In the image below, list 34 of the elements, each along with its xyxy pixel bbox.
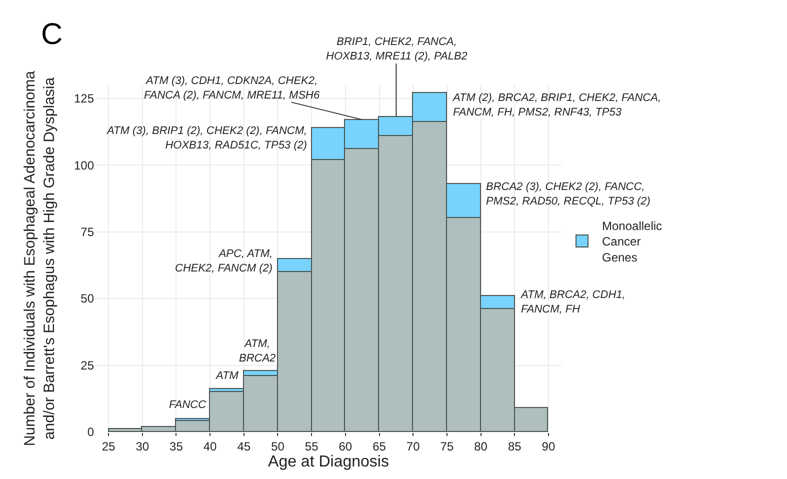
x-axis-title: Age at Diagnosis bbox=[268, 453, 389, 470]
annotation: BRIP1, CHEK2, FANCA, HOXB13, MRE11 (2), PALB2 bbox=[326, 36, 468, 62]
y-tick-label: 0 bbox=[87, 425, 94, 440]
x-tick-label: 45 bbox=[237, 439, 251, 454]
x-tick-label: 40 bbox=[203, 439, 218, 454]
x-tick-label: 60 bbox=[338, 439, 352, 454]
legend-label: Monoallelic Cancer Genes bbox=[602, 219, 662, 264]
x-tick-label: 25 bbox=[102, 439, 116, 454]
y-tick-label: 25 bbox=[80, 358, 94, 372]
y-tick-label: 75 bbox=[80, 225, 94, 240]
x-tick-label: 85 bbox=[508, 439, 522, 454]
y-tick-label: 100 bbox=[74, 158, 94, 172]
x-tick-label: 35 bbox=[170, 439, 184, 454]
annotation: BRCA2 (3), CHEK2 (2), FANCC, PMS2, RAD50, RECQL, TP53 (2) bbox=[486, 181, 651, 208]
x-tick-label: 55 bbox=[304, 439, 319, 454]
annotation: ATM (2), BRCA2, BRIP1, CHEK2, FANCA, FANCM, FH, PMS2, RNF43, TP53 bbox=[452, 92, 662, 118]
annotation: ATM bbox=[215, 370, 240, 382]
x-tick-label: 65 bbox=[372, 439, 386, 454]
annotation: ATM (3), BRIP1 (2), CHEK2 (2), FANCM, HOXB13, RAD51C, TP53 (2) bbox=[106, 125, 308, 152]
x-tick-label: 90 bbox=[542, 439, 556, 454]
annotation: ATM, BRCA2 bbox=[239, 338, 276, 364]
x-tick-label: 75 bbox=[440, 439, 454, 454]
annotation: ATM, BRCA2, CDH1, FANCM, FH bbox=[520, 289, 626, 316]
y-axis-title: Number of Individuals with Esophageal Adenocarcinoma and/or Barrett's Esophagus with High Grade Dysplasia bbox=[22, 70, 58, 446]
x-tick-label: 70 bbox=[406, 439, 420, 454]
x-tick-label: 50 bbox=[271, 439, 285, 454]
text: C bbox=[41, 18, 63, 51]
x-tick-label: 80 bbox=[474, 439, 488, 454]
x-tick-label: 30 bbox=[136, 439, 150, 454]
annotation: ATM (3), CDH1, CDKN2A, CHEK2, FANCA (2), FANCM, MRE11, MSH6 bbox=[144, 75, 320, 102]
y-tick-label: 125 bbox=[74, 92, 94, 106]
annotation: APC, ATM, CHEK2, FANCM (2) bbox=[175, 248, 273, 274]
annotation: FANCC bbox=[169, 399, 206, 411]
y-tick-label: 50 bbox=[80, 292, 94, 306]
